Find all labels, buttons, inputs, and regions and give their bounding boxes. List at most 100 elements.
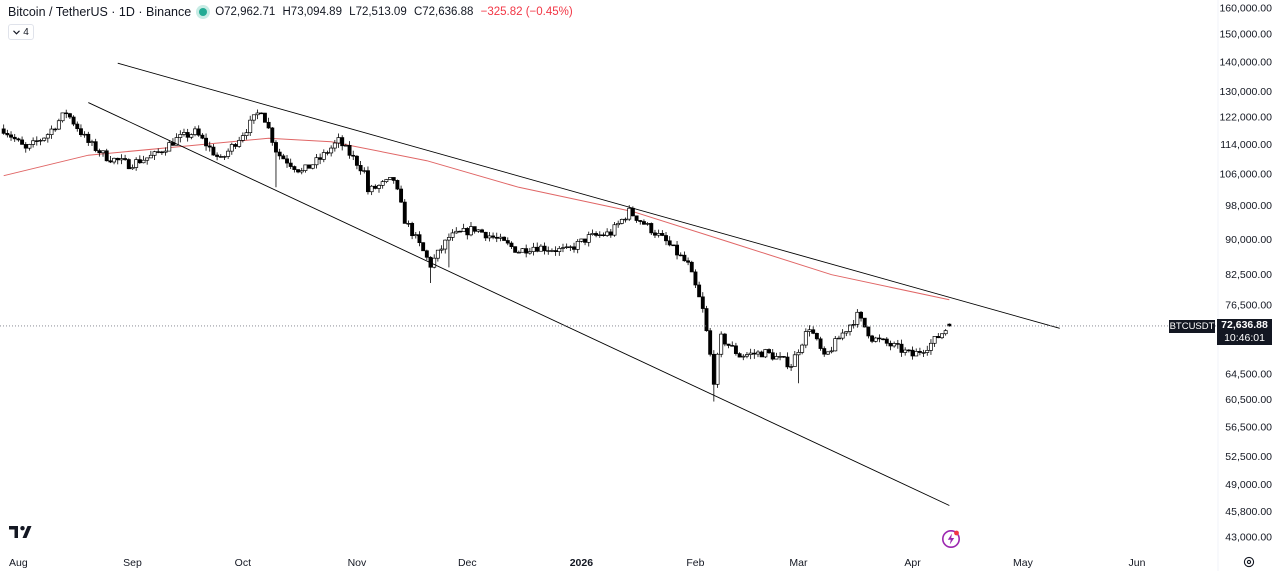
candle-body [862, 317, 867, 328]
candle [450, 229, 455, 241]
candle [417, 231, 422, 247]
candle [454, 227, 459, 234]
time-tick-label: Feb [686, 557, 704, 569]
candle [354, 155, 359, 170]
symbol-title[interactable]: Bitcoin / TetherUS · 1D · Binance [8, 5, 192, 19]
candle-body [167, 142, 172, 152]
candle-body [778, 356, 783, 358]
candle-body [255, 112, 260, 116]
ohlc-values: O72,962.71 H73,094.89 L72,513.09 C72,636… [215, 6, 577, 18]
candle-body [314, 157, 319, 166]
candle-body [163, 150, 168, 153]
candle [516, 250, 521, 254]
candle [189, 133, 194, 140]
price-tick-label: 56,500.00 [1225, 422, 1272, 434]
candle-body [233, 144, 238, 147]
candle [329, 145, 334, 157]
candle [233, 143, 238, 150]
candle-body [877, 337, 882, 340]
candle [664, 231, 668, 246]
candle-body [86, 133, 91, 143]
time-tick-label: Sep [123, 557, 142, 569]
time-tick-label: Aug [9, 557, 28, 569]
candle [159, 150, 164, 156]
candle [572, 242, 576, 253]
moving-average-line [3, 137, 950, 301]
candle [612, 222, 617, 237]
candle-body [722, 333, 727, 345]
candle-body [215, 154, 220, 157]
candle-body [240, 135, 245, 141]
candle-body [748, 352, 753, 355]
candle-body [538, 245, 543, 252]
candle [667, 236, 672, 247]
candle [458, 230, 462, 233]
candle [829, 346, 834, 354]
candle [318, 153, 323, 165]
candle [193, 126, 197, 137]
candle [491, 232, 496, 240]
candle-body [848, 324, 852, 332]
candle-body [505, 240, 510, 244]
candle [803, 328, 808, 349]
candle [200, 133, 205, 140]
candle [395, 179, 400, 191]
time-axis[interactable]: Aug Sep Oct Nov Dec 2026 Feb Mar Apr May Jun [9, 557, 1146, 569]
candle-body [454, 230, 459, 234]
candle-body [413, 234, 418, 237]
candle [936, 333, 941, 339]
candle-body [321, 152, 326, 160]
candle-body [34, 140, 39, 142]
candle-body [822, 348, 827, 355]
upper-trendline [117, 62, 1060, 329]
tradingview-logo-icon[interactable] [9, 524, 37, 540]
candle [505, 237, 510, 246]
price-axis[interactable]: 160,000.00 150,000.00 140,000.00 130,000.00… [1219, 3, 1272, 544]
candle-body [881, 338, 886, 341]
flash-assistant-icon[interactable] [941, 529, 961, 549]
candle-body [303, 164, 308, 171]
candle [726, 343, 731, 349]
candle [789, 363, 794, 371]
candle-body [774, 356, 779, 360]
candle [785, 352, 790, 370]
candle [579, 238, 584, 243]
candle-body [218, 156, 223, 158]
candle-body [101, 150, 105, 154]
candle-body [288, 162, 293, 167]
gear-icon[interactable] [1243, 556, 1255, 568]
candle-body [752, 352, 757, 355]
candle-body [767, 349, 771, 354]
candle-body [807, 329, 812, 332]
candle-body [207, 145, 212, 148]
candle [568, 245, 573, 252]
candle [310, 164, 315, 170]
indicators-toggle-button[interactable]: 4 [8, 24, 34, 40]
candle [686, 257, 691, 266]
candle-body [358, 165, 363, 172]
candle-body [93, 141, 98, 151]
candle-body [251, 114, 256, 121]
time-tick-label: Dec [458, 557, 477, 569]
candle [1, 124, 6, 135]
candle-body [5, 132, 10, 136]
candle-body [756, 351, 760, 355]
candle-body [818, 338, 823, 349]
candle [711, 350, 716, 402]
candle [229, 142, 234, 155]
candle-body [859, 311, 863, 319]
candle [130, 164, 135, 170]
candle-body [71, 116, 76, 125]
time-tick-label: Mar [789, 557, 808, 569]
candle [605, 228, 610, 237]
candle [373, 184, 378, 190]
candle [531, 242, 536, 256]
candle [535, 242, 540, 253]
candle-body [785, 356, 790, 368]
candle-body [921, 352, 926, 354]
candle [715, 352, 720, 388]
trendlines-layer[interactable] [88, 62, 1060, 506]
candle-body [244, 132, 249, 136]
candle [244, 128, 249, 140]
